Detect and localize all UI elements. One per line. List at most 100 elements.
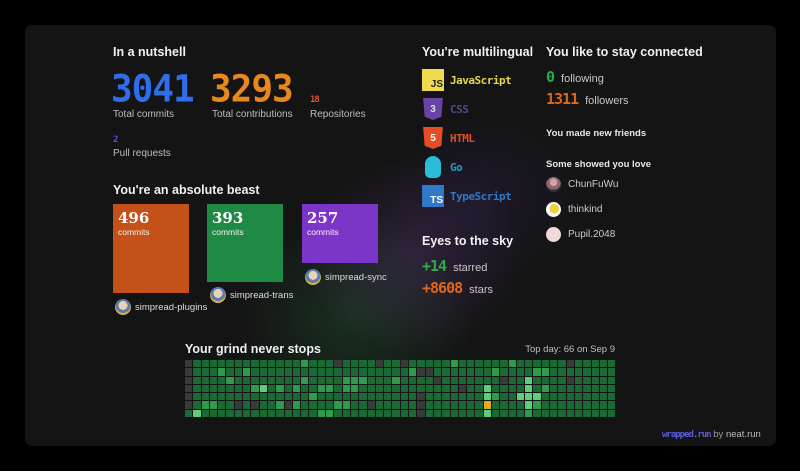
heatmap-cell bbox=[458, 376, 467, 384]
heatmap-cell bbox=[342, 384, 350, 393]
heatmap-cell bbox=[326, 409, 334, 418]
heatmap-cell bbox=[392, 360, 400, 368]
heatmap-cell bbox=[342, 360, 350, 368]
heatmap-cell bbox=[209, 384, 218, 393]
heatmap-cell bbox=[185, 409, 193, 418]
heatmap-cell bbox=[433, 368, 442, 376]
heatmap-cell bbox=[193, 368, 201, 376]
heatmap-cell bbox=[259, 401, 267, 409]
heatmap-cell bbox=[209, 376, 218, 384]
heatmap-cell bbox=[292, 376, 301, 384]
avatar bbox=[546, 202, 561, 217]
repo-link[interactable]: simpread-plugins bbox=[115, 299, 207, 315]
heatmap-cell bbox=[267, 401, 276, 409]
heatmap-cell bbox=[599, 384, 608, 393]
heatmap-cell bbox=[251, 409, 259, 418]
heatmap-cell bbox=[326, 393, 334, 401]
footer-author-link[interactable]: neat.run bbox=[725, 429, 761, 440]
heatmap-cell bbox=[483, 376, 491, 384]
heatmap-cell bbox=[185, 368, 193, 376]
heatmap-cell bbox=[409, 409, 417, 418]
user-link[interactable]: thinkind bbox=[546, 202, 602, 217]
heatmap-cell bbox=[433, 384, 442, 393]
heatmap-cell bbox=[599, 368, 608, 376]
beast-title: You're an absolute beast bbox=[113, 183, 260, 197]
repo-name: simpread-sync bbox=[325, 271, 387, 283]
heatmap-cell bbox=[574, 409, 583, 418]
heatmap-cell bbox=[583, 409, 591, 418]
heatmap-cell bbox=[442, 401, 450, 409]
avatar bbox=[546, 227, 561, 242]
heatmap-cell bbox=[558, 376, 566, 384]
heatmap-cell bbox=[574, 393, 583, 401]
footer: wrapped.run by neat.run bbox=[662, 429, 761, 440]
heatmap-cell bbox=[367, 393, 375, 401]
language-item: 5 HTML bbox=[422, 127, 475, 149]
heatmap-cell bbox=[491, 384, 500, 393]
heatmap-cell bbox=[392, 393, 400, 401]
heatmap-cell bbox=[276, 401, 284, 409]
heatmap-cell bbox=[317, 393, 326, 401]
heatmap-cell bbox=[458, 384, 467, 393]
heatmap-cell bbox=[185, 401, 193, 409]
heatmap-cell bbox=[326, 368, 334, 376]
heatmap-cell bbox=[533, 401, 541, 409]
heatmap-cell bbox=[226, 368, 234, 376]
user-link[interactable]: Pupil.2048 bbox=[546, 227, 615, 242]
heatmap-cell bbox=[309, 368, 317, 376]
repo-link[interactable]: simpread-sync bbox=[305, 269, 387, 285]
heatmap-cell bbox=[209, 409, 218, 418]
user-link[interactable]: ChunFuWu bbox=[546, 177, 618, 192]
heatmap-cell bbox=[384, 409, 392, 418]
heatmap-cell bbox=[384, 393, 392, 401]
total-contributions-value: 3293 bbox=[210, 67, 294, 111]
heatmap-cell bbox=[409, 376, 417, 384]
heatmap-cell bbox=[500, 376, 508, 384]
heatmap-cell bbox=[425, 409, 433, 418]
heatmap-cell bbox=[367, 409, 375, 418]
heatmap-cell bbox=[301, 384, 309, 393]
heatmap-cell bbox=[450, 360, 458, 368]
heatmap-cell bbox=[317, 401, 326, 409]
heatmap-cell bbox=[284, 393, 292, 401]
heatmap-cell bbox=[367, 376, 375, 384]
heatmap-cell bbox=[500, 384, 508, 393]
footer-brand-link[interactable]: wrapped.run bbox=[662, 430, 712, 440]
heatmap-cell bbox=[400, 409, 409, 418]
avatar bbox=[305, 269, 321, 285]
heatmap-cell bbox=[475, 409, 483, 418]
heatmap-cell bbox=[525, 360, 533, 368]
heatmap-cell bbox=[583, 401, 591, 409]
heatmap-cell bbox=[185, 360, 193, 368]
heatmap-cell bbox=[599, 376, 608, 384]
heatmap-cell bbox=[450, 368, 458, 376]
heatmap-cell bbox=[301, 409, 309, 418]
heatmap-cell bbox=[467, 360, 475, 368]
heatmap-cell bbox=[226, 401, 234, 409]
heatmap-cell bbox=[550, 384, 558, 393]
heatmap-cell bbox=[201, 401, 209, 409]
pull-requests-value: 2 bbox=[113, 135, 119, 145]
language-name: HTML bbox=[450, 131, 475, 145]
heatmap-cell bbox=[243, 384, 251, 393]
heatmap-cell bbox=[475, 393, 483, 401]
heatmap-cell bbox=[409, 393, 417, 401]
heatmap-cell bbox=[234, 360, 243, 368]
heatmap-cell bbox=[218, 409, 226, 418]
heatmap-cell bbox=[292, 368, 301, 376]
pull-requests-label: Pull requests bbox=[113, 148, 171, 159]
heatmap-cell bbox=[226, 360, 234, 368]
heatmap-cell bbox=[234, 376, 243, 384]
heatmap-cell bbox=[185, 376, 193, 384]
heatmap-cell bbox=[566, 409, 574, 418]
go-gopher-icon bbox=[425, 156, 441, 178]
heatmap-cell bbox=[591, 368, 599, 376]
repo-link[interactable]: simpread-trans bbox=[210, 287, 293, 303]
heatmap-cell bbox=[259, 409, 267, 418]
heatmap-cell bbox=[400, 393, 409, 401]
heatmap-cell bbox=[201, 368, 209, 376]
heatmap-cell bbox=[591, 376, 599, 384]
heatmap-cell bbox=[483, 409, 491, 418]
heatmap-cell bbox=[292, 393, 301, 401]
language-name: CSS bbox=[450, 102, 469, 116]
